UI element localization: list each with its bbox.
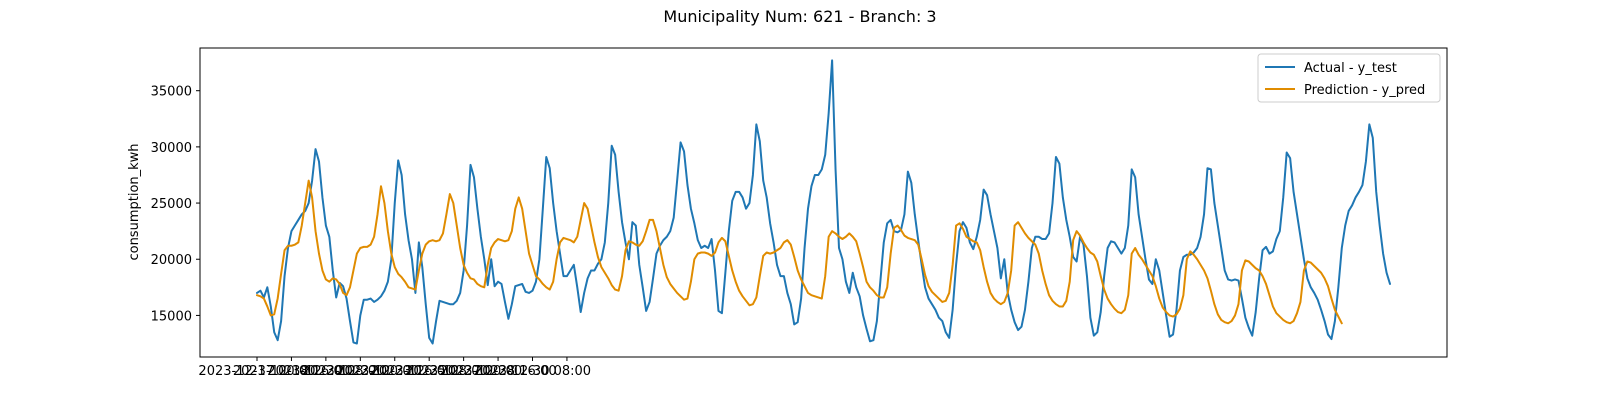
axes-frame bbox=[199, 47, 1448, 358]
x-tick-label: 2023-12-25 08:00 bbox=[371, 364, 488, 379]
legend-label-actual: Actual - y_test bbox=[1304, 61, 1397, 76]
series-line-actual bbox=[256, 59, 1391, 345]
x-tick-label: 2023-12-22 00:00 bbox=[302, 364, 419, 379]
y-tick-label: 15000 bbox=[151, 309, 192, 324]
x-tick-label: 2023-12-18 16:00 bbox=[233, 364, 350, 379]
x-tick-label: 2023-12-28 16:00 bbox=[439, 364, 556, 379]
plot-area bbox=[256, 59, 1391, 345]
legend-label-prediction: Prediction - y_pred bbox=[1304, 83, 1425, 98]
y-axis-label: consumption_kwh bbox=[127, 143, 142, 260]
y-tick-label: 20000 bbox=[151, 253, 192, 268]
x-tick-label: 2023-12-23 16:00 bbox=[336, 364, 453, 379]
legend: Actual - y_test Prediction - y_pred bbox=[1257, 53, 1441, 103]
series-line-prediction bbox=[256, 179, 1343, 325]
y-tick-label: 25000 bbox=[151, 197, 192, 212]
x-tick-label: 2023-12-17 00:00 bbox=[198, 364, 315, 379]
y-tick-label: 30000 bbox=[151, 141, 192, 156]
x-tick-label: 2023-12-20 08:00 bbox=[267, 364, 384, 379]
x-tick-label: 2023-12-30 08:00 bbox=[474, 364, 591, 379]
x-tick-label: 2023-12-27 00:00 bbox=[405, 364, 522, 379]
legend-box bbox=[1257, 53, 1441, 103]
y-axis: 15000 20000 25000 30000 35000 bbox=[151, 85, 200, 324]
y-tick-label: 35000 bbox=[151, 85, 192, 100]
chart-title: Municipality Num: 621 - Branch: 3 bbox=[663, 7, 936, 26]
